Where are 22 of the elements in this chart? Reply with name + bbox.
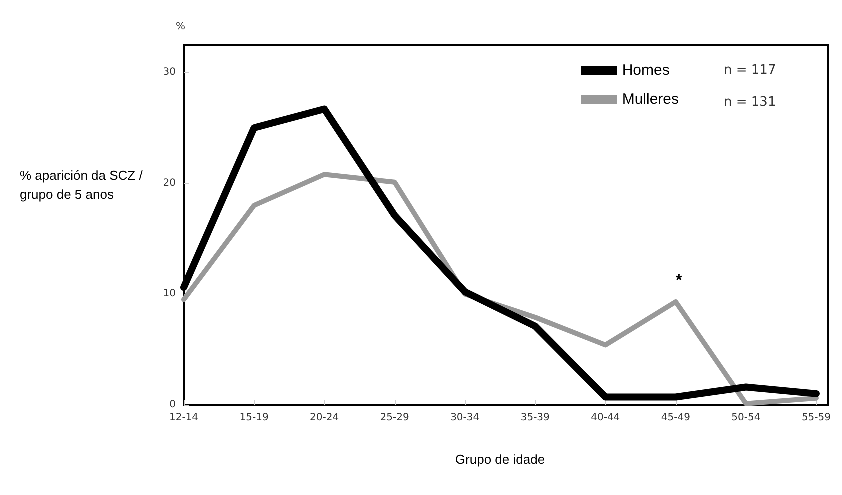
annotation: n = 131: [724, 95, 776, 110]
x-tick-label: 30-34: [450, 412, 480, 424]
text: %: [176, 22, 186, 32]
y-tick-label: 20: [163, 178, 176, 189]
x-tick-label: 55-59: [802, 412, 831, 424]
y-tick-label: 10: [163, 288, 176, 300]
annotation: n = 117: [724, 63, 776, 78]
x-tick-label: 45-49: [661, 412, 690, 424]
x-tick-label: 15-19: [240, 412, 269, 424]
x-tick-label: 25-29: [380, 412, 410, 424]
annotation: *: [676, 272, 683, 290]
x-tick-label: 35-39: [520, 412, 550, 424]
legend-label: Mulleres: [622, 91, 680, 108]
x-tick-label: 20-24: [310, 412, 340, 424]
y-tick-label: 30: [163, 67, 176, 78]
y-axis-title: % aparición da SCZ / grupo de 5 anos: [20, 168, 146, 202]
x-tick-label: 50-54: [732, 412, 761, 424]
x-axis-title: Grupo de idade: [455, 452, 546, 467]
legend-label: Homes: [622, 62, 670, 79]
x-tick-label: 12-14: [169, 412, 199, 424]
y-tick-label: 0: [170, 400, 176, 410]
x-tick-label: 40-44: [591, 412, 620, 424]
